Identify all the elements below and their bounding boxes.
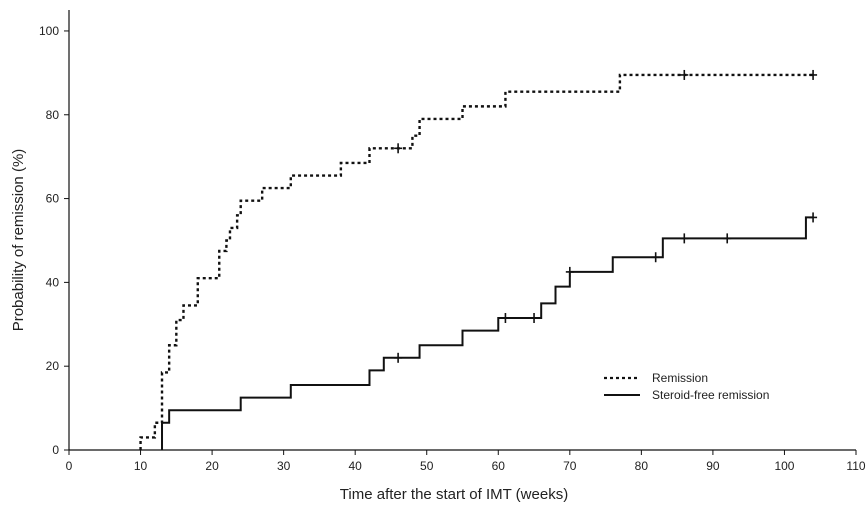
x-tick-label: 50 xyxy=(420,459,434,473)
x-tick-label: 90 xyxy=(706,459,720,473)
x-axis-label: Time after the start of IMT (weeks) xyxy=(340,486,568,503)
censor-mark xyxy=(680,233,689,244)
y-tick-label: 80 xyxy=(46,108,60,122)
series-line-steroid-free-remission xyxy=(161,216,814,450)
series-layer xyxy=(139,69,818,450)
x-tick-label: 30 xyxy=(277,459,291,473)
censor-mark xyxy=(680,69,689,80)
censor-mark xyxy=(394,352,403,363)
series-line-remission xyxy=(139,73,814,450)
legend-label-remission: Remission xyxy=(652,371,708,385)
x-tick-label: 40 xyxy=(349,459,363,473)
y-tick-label: 60 xyxy=(46,192,60,206)
y-tick-label: 20 xyxy=(46,359,60,373)
censor-mark xyxy=(809,212,818,223)
x-tick-label: 0 xyxy=(66,459,73,473)
legend-label-steroid-free-remission: Steroid-free remission xyxy=(652,388,769,402)
y-tick-label: 40 xyxy=(46,275,60,289)
series-steroid-free-remission xyxy=(161,212,818,450)
x-tick-label: 20 xyxy=(205,459,219,473)
x-tick-label: 60 xyxy=(492,459,506,473)
y-axis-label: Probability of remission (%) xyxy=(10,149,27,332)
x-tick-label: 80 xyxy=(635,459,649,473)
censor-mark xyxy=(565,266,574,277)
x-tick-label: 70 xyxy=(563,459,577,473)
censor-mark xyxy=(530,313,539,323)
y-ticks: 0 20 40 60 80 100 xyxy=(39,24,69,457)
axes: 0 10 20 30 40 50 60 70 80 90 100 110 0 20 40 60 80 100 xyxy=(39,10,866,473)
censor-mark xyxy=(723,233,732,244)
legend: Remission Steroid-free remission xyxy=(604,371,769,402)
x-tick-label: 100 xyxy=(774,459,794,473)
censor-mark xyxy=(501,313,510,323)
series-remission xyxy=(139,69,818,450)
censor-mark xyxy=(651,252,660,263)
y-tick-label: 100 xyxy=(39,24,59,38)
x-ticks: 0 10 20 30 40 50 60 70 80 90 100 110 xyxy=(66,450,866,473)
x-tick-label: 10 xyxy=(134,459,148,473)
censor-mark xyxy=(809,69,818,80)
y-tick-label: 0 xyxy=(52,443,59,457)
x-tick-label: 110 xyxy=(846,459,865,473)
censor-mark xyxy=(394,143,403,154)
